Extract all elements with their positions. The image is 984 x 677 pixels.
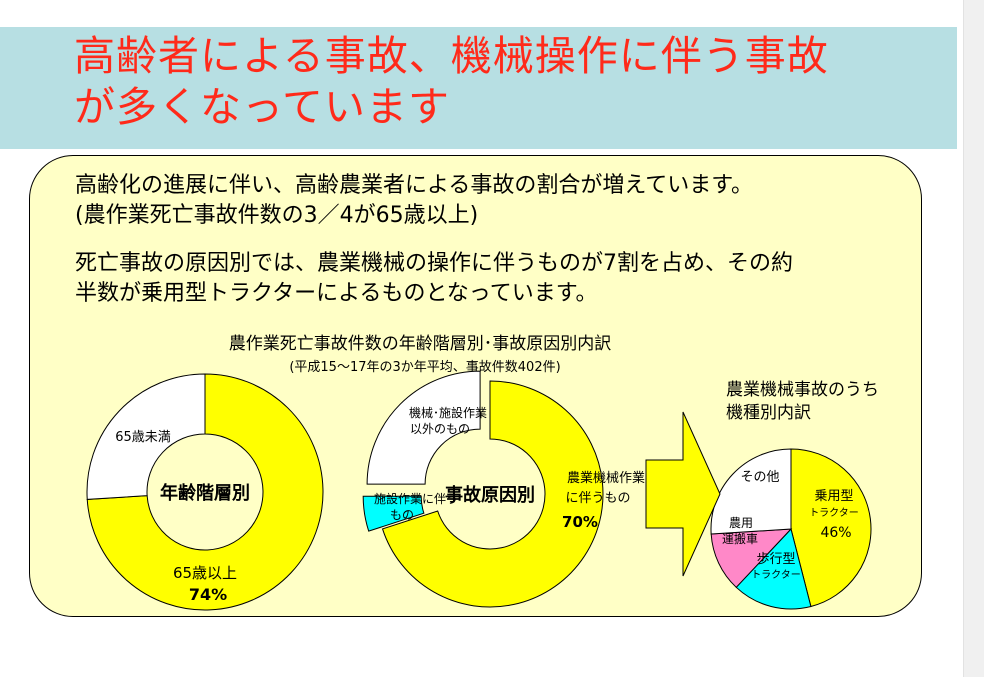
cause-donut-label-facility-line2: もの — [390, 508, 414, 522]
cause-donut-label-other-line2: 以外のもの — [410, 422, 470, 436]
sub-heading-line2: 機種別内訳 — [726, 403, 811, 423]
cause-donut-center-label: 事故原因別 — [445, 484, 535, 506]
age-donut-slice-0 — [86, 373, 324, 611]
age-donut-value-65-plus: 74% — [189, 585, 227, 604]
machine-pie-label-walking-tractor-line2: トラクター — [751, 569, 801, 581]
slide-title: 高齢者による事故、機械操作に伴う事故 が多くなっています — [74, 31, 954, 133]
cause-donut-slice-0 — [381, 380, 604, 608]
sub-heading-line1: 農業機械事故のうち — [726, 380, 879, 400]
machine-pie-slice-3 — [710, 448, 792, 535]
machine-pie-label-riding-tractor-line1: 乗用型 — [814, 489, 853, 504]
cause-donut-label-other-line1: 機械･施設作業 — [409, 405, 487, 420]
figure-heading: 農作業死亡事故件数の年齢階層別･事故原因別内訳 — [229, 334, 612, 354]
machine-pie-slice-2 — [710, 528, 793, 589]
cause-donut-label-machinery-line2: に伴うもの — [565, 491, 630, 506]
cause-donut-slice-2 — [366, 370, 481, 485]
cause-donut-slice-1 — [362, 495, 425, 532]
paragraph-aging-line2: (農作業死亡事故件数の3／4が65歳以上) — [75, 203, 479, 228]
age-donut-slice-1 — [86, 373, 206, 500]
machine-pie-label-transport-cart-line1: 農用 — [729, 516, 753, 530]
cause-donut-label-machinery-line1: 農業機械作業 — [567, 470, 645, 486]
age-donut-label-under-65: 65歳未満 — [115, 430, 171, 445]
vertical-scrollbar[interactable] — [963, 0, 984, 677]
paragraph-cause: 死亡事故の原因別では、農業機械の操作に伴うものが7割を占め、その約 半数が乗用型… — [75, 249, 793, 309]
machine-pie-label-transport-cart-line2: 運搬車 — [722, 531, 758, 546]
slide-title-line1: 高齢者による事故、機械操作に伴う事故 — [74, 32, 829, 80]
paragraph-cause-line1: 死亡事故の原因別では、農業機械の操作に伴うものが7割を占め、その約 — [75, 251, 793, 276]
paragraph-cause-line2: 半数が乗用型トラクターによるものとなっています。 — [75, 281, 598, 306]
paragraph-aging: 高齢化の進展に伴い、高齢農業者による事故の割合が増えています。 (農作業死亡事故… — [75, 171, 753, 231]
slide-title-line2: が多くなっています — [74, 83, 450, 131]
cause-donut-label-facility-line1: 施設作業に伴う — [374, 491, 458, 506]
title-banner — [0, 27, 957, 149]
age-donut-label-65-plus: 65歳以上 — [173, 564, 237, 582]
machine-pie-slice-0 — [790, 448, 872, 608]
figure-note: (平成15～17年の3か年平均、事故件数402件) — [289, 360, 560, 375]
paragraph-aging-line1: 高齢化の進展に伴い、高齢農業者による事故の割合が増えています。 — [75, 173, 754, 198]
machine-pie-label-walking-tractor-line1: 歩行型 — [756, 552, 795, 567]
age-donut-chart: 年齢階層別 65歳以上 74% 65歳未満 — [86, 373, 324, 611]
cause-donut-value-machinery: 70% — [562, 513, 598, 531]
machine-pie-slice-1 — [735, 527, 812, 610]
flow-arrow — [645, 411, 721, 577]
machine-pie-label-other: その他 — [740, 470, 779, 485]
machine-pie-label-riding-tractor-line2: トラクター — [809, 507, 859, 519]
age-donut-center-label: 年齢階層別 — [160, 482, 250, 504]
machine-pie-value-riding-tractor: 46% — [820, 525, 851, 541]
